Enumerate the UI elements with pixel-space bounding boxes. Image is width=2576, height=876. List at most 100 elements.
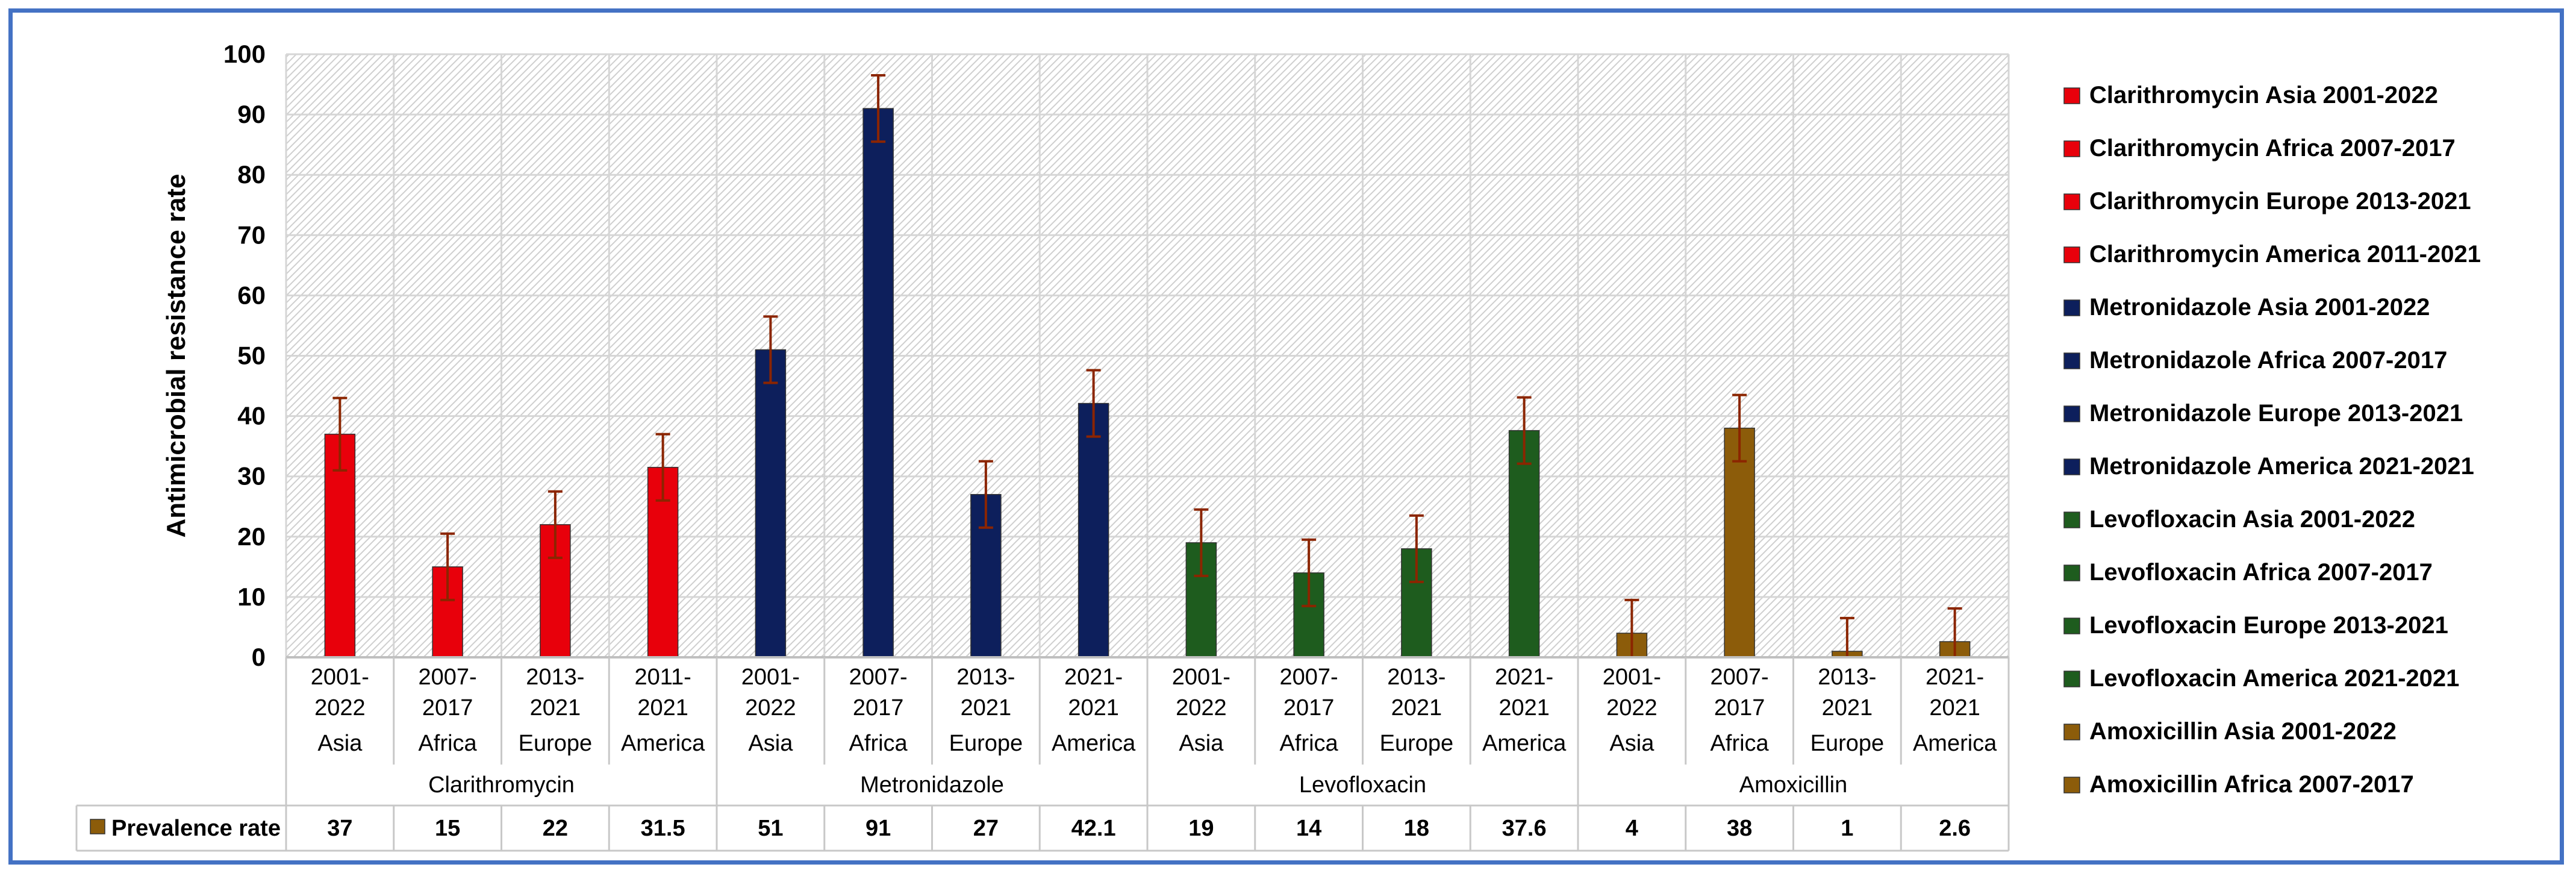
legend-swatch (2063, 140, 2080, 157)
category-year-label: 2013- (956, 665, 1015, 690)
legend-label: Metronidazole America 2021-2021 (2089, 453, 2474, 480)
prevalence-value: 27 (973, 816, 999, 841)
y-tick-label: 30 (237, 462, 266, 490)
y-tick-label: 100 (223, 40, 266, 68)
legend-swatch (2063, 565, 2080, 581)
category-region-label: America (621, 731, 705, 756)
legend-label: Amoxicillin Asia 2001-2022 (2089, 718, 2397, 745)
legend-label: Metronidazole Asia 2001-2022 (2089, 294, 2430, 321)
y-tick-label: 20 (237, 522, 266, 551)
bar (755, 349, 787, 658)
category-year-label: 2001- (741, 665, 800, 690)
y-tick-label: 50 (237, 342, 266, 370)
category-year-label: 2022 (745, 695, 796, 721)
category-region-label: Africa (849, 731, 908, 756)
prevalence-value: 14 (1296, 816, 1321, 841)
category-region-label: Asia (317, 731, 363, 756)
category-year-label: 2001- (311, 665, 369, 690)
drug-group-label: Amoxicillin (1739, 772, 1847, 798)
bar (1724, 427, 1755, 658)
category-region-label: Africa (1280, 731, 1339, 756)
plot-area: 0 10 20 30 40 50 60 70 80 90 100 (223, 40, 2010, 671)
bar (862, 108, 894, 658)
legend-label: Clarithromycin Asia 2001-2022 (2089, 82, 2438, 108)
category-year-label: 2007- (1280, 665, 1338, 690)
category-year-label: 2021 (1929, 695, 1980, 721)
row-header-label: Prevalence rate (111, 816, 281, 841)
category-year-label: 2007- (1711, 665, 1769, 690)
prevalence-value: 91 (865, 816, 891, 841)
category-year-label: 2021 (637, 695, 688, 721)
legend-label: Clarithromycin Africa 2007-2017 (2089, 135, 2456, 161)
category-year-label: 2021- (1064, 665, 1123, 690)
prevalence-value: 4 (1626, 816, 1638, 841)
legend-swatch (2063, 618, 2080, 634)
legend-swatch (2063, 193, 2080, 210)
category-region-label: Europe (1810, 731, 1885, 756)
category-year-label: 2001- (1603, 665, 1661, 690)
category-year-label: 2017 (853, 695, 904, 721)
category-year-label: 2007- (849, 665, 908, 690)
chart-svg: Antimicrobial resistance rate 0 10 20 30 40 5… (75, 40, 2481, 852)
category-region-label: Europe (1380, 731, 1454, 756)
category-region-label: Europe (519, 731, 593, 756)
category-year-label: 2013- (526, 665, 584, 690)
category-year-label: 2017 (422, 695, 473, 721)
legend-swatch (2063, 671, 2080, 687)
legend-label: Clarithromycin Europe 2013-2021 (2089, 188, 2471, 214)
category-year-label: 2022 (314, 695, 366, 721)
category-year-label: 2021 (1391, 695, 1442, 721)
legend-label: Clarithromycin America 2011-2021 (2089, 241, 2481, 267)
prevalence-value: 19 (1188, 816, 1214, 841)
category-region-label: Asia (1179, 731, 1224, 756)
category-region-label: America (1052, 731, 1136, 756)
legend-label: Levofloxacin Europe 2013-2021 (2089, 612, 2448, 639)
legend-swatch (2063, 405, 2080, 422)
category-region-label: Europe (949, 731, 1023, 756)
category-year-label: 2013- (1387, 665, 1445, 690)
legend-label: Levofloxacin America 2021-2021 (2089, 665, 2459, 692)
legend-swatch (2063, 352, 2080, 369)
category-region-label: America (1482, 731, 1567, 756)
prevalence-value: 18 (1404, 816, 1429, 841)
legend-label: Metronidazole Africa 2007-2017 (2089, 347, 2447, 374)
category-region-label: Asia (1609, 731, 1654, 756)
prevalence-value: 42.1 (1071, 816, 1116, 841)
category-year-label: 2021 (1822, 695, 1873, 721)
category-year-label: 2021 (1068, 695, 1119, 721)
prevalence-value: 22 (543, 816, 568, 841)
legend-swatch (2063, 87, 2080, 104)
category-region-label: Africa (419, 731, 478, 756)
prevalence-value: 31.5 (641, 816, 685, 841)
y-tick-label: 60 (237, 281, 266, 309)
legend: Clarithromycin Asia 2001-2022 Clarithromy… (2063, 82, 2481, 798)
category-year-label: 2021 (530, 695, 581, 721)
y-tick-label: 40 (237, 402, 266, 430)
category-year-label: 2011- (634, 665, 691, 690)
legend-swatch (2063, 299, 2080, 316)
legend-swatch (2063, 246, 2080, 263)
category-year-label: 2021 (961, 695, 1012, 721)
bar (1077, 402, 1109, 658)
y-tick-label: 80 (237, 160, 266, 189)
category-year-label: 2021- (1926, 665, 1984, 690)
legend-label: Amoxicillin Africa 2007-2017 (2089, 771, 2414, 798)
prevalence-value: 2.6 (1939, 816, 1971, 841)
bar (1401, 548, 1432, 658)
y-tick-label: 0 (252, 643, 266, 671)
legend-label: Levofloxacin Africa 2007-2017 (2089, 559, 2433, 586)
category-year-label: 2017 (1283, 695, 1335, 721)
y-tick-label: 90 (237, 100, 266, 128)
drug-group-label: Clarithromycin (428, 772, 575, 798)
category-region-label: Africa (1711, 731, 1770, 756)
category-year-label: 2013- (1818, 665, 1876, 690)
chart-frame: Antimicrobial resistance rate 0 10 20 30 40 5… (8, 8, 2564, 865)
prevalence-value: 38 (1727, 816, 1752, 841)
legend-swatch (2063, 512, 2080, 528)
legend-label: Levofloxacin Asia 2001-2022 (2089, 506, 2415, 533)
category-region-label: America (1913, 731, 1997, 756)
prevalence-value: 37 (327, 816, 352, 841)
category-year-label: 2022 (1176, 695, 1227, 721)
y-axis-label: Antimicrobial resistance rate (161, 174, 191, 537)
prevalence-value: 37.6 (1502, 816, 1547, 841)
